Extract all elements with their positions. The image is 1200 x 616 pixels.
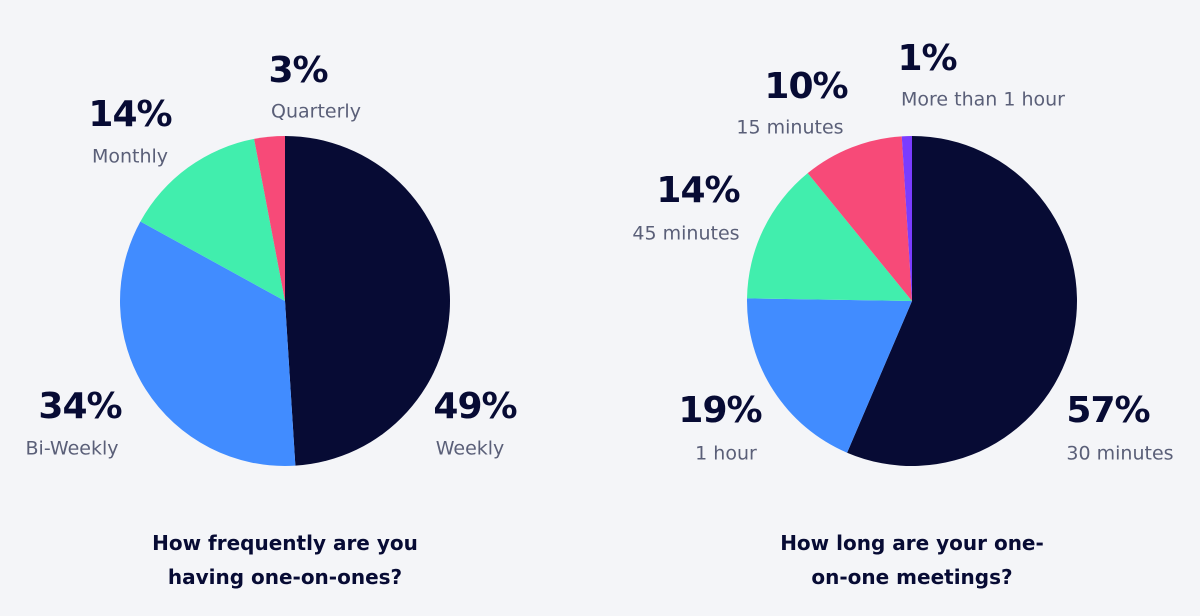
pie-slice	[254, 136, 285, 301]
pie-slice	[901, 136, 912, 301]
pie-slice	[140, 138, 285, 301]
value-label: 19%	[678, 390, 761, 431]
chart-title: How frequently are you having one-on-one…	[152, 531, 418, 589]
category-label: 30 minutes	[1066, 443, 1173, 465]
value-label: 14%	[656, 170, 739, 211]
chart-title: How long are your one-on-one meetings?	[780, 531, 1044, 589]
category-label: Quarterly	[271, 101, 361, 123]
value-label: 34%	[38, 386, 121, 427]
pie-slice	[747, 173, 912, 301]
category-label: More than 1 hour	[901, 89, 1065, 111]
pie-slice	[847, 136, 1078, 466]
pie-slice	[747, 298, 912, 453]
value-label: 14%	[88, 94, 171, 135]
category-label: Monthly	[92, 146, 168, 168]
value-label: 3%	[268, 50, 327, 91]
value-label: 10%	[764, 66, 847, 107]
pie-slice	[807, 136, 912, 301]
category-label: Weekly	[436, 438, 505, 460]
pie-slice	[285, 136, 450, 466]
category-label: Bi-Weekly	[26, 438, 119, 460]
category-label: 15 minutes	[736, 117, 843, 139]
value-label: 1%	[897, 38, 956, 79]
category-label: 45 minutes	[632, 223, 739, 245]
value-label: 57%	[1066, 390, 1149, 431]
value-label: 49%	[433, 386, 516, 427]
category-label: 1 hour	[695, 443, 757, 465]
pie-slice	[119, 221, 296, 466]
